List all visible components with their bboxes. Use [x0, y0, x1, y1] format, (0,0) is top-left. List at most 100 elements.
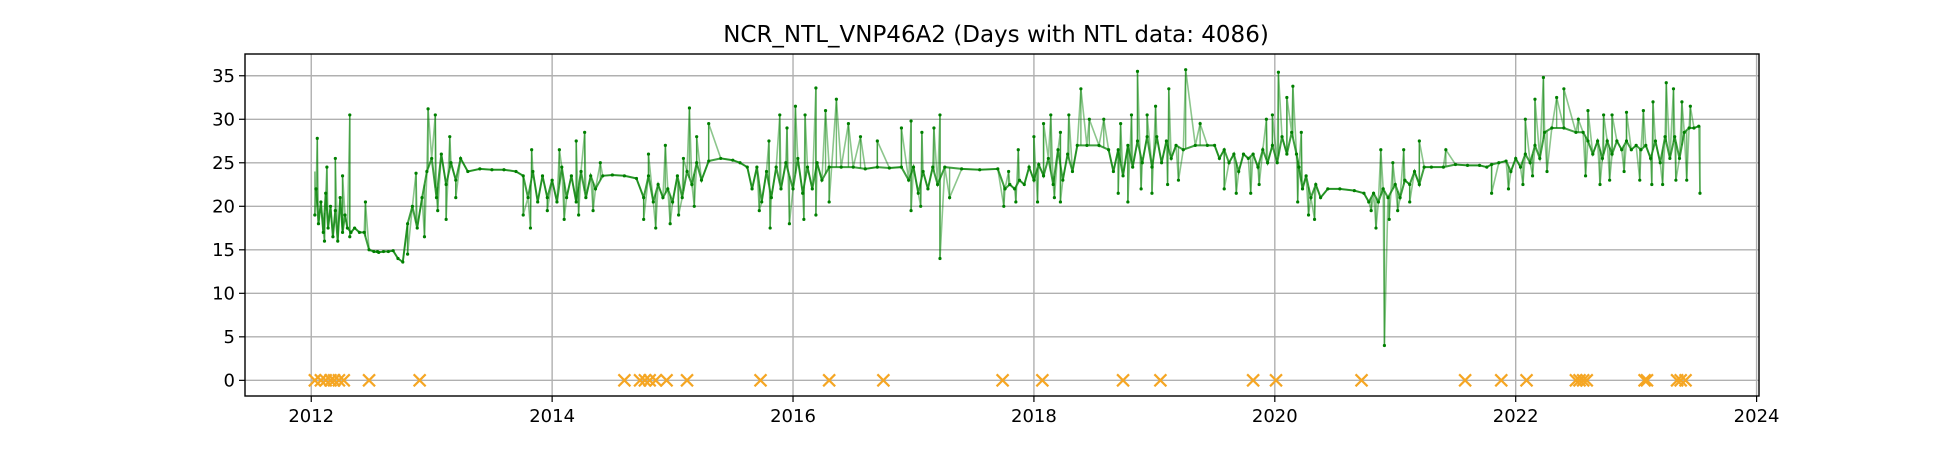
- ntl-point: [827, 200, 831, 204]
- x-axis: 2012 2014 2016 2018 2020 2022 2024: [288, 396, 1779, 427]
- ntl-point: [326, 226, 330, 230]
- ntl-point: [1641, 108, 1645, 113]
- ntl-point: [858, 135, 863, 139]
- missing-data-marker: [633, 373, 647, 388]
- ntl-point: [1538, 156, 1542, 161]
- ntl-point: [1306, 213, 1311, 217]
- chart-title: NCR_NTL_VNP46A2 (Days with NTL data: 408…: [723, 22, 1269, 48]
- ntl-point: [1222, 148, 1226, 152]
- ntl-point: [314, 187, 318, 191]
- ntl-point: [1362, 191, 1366, 195]
- ntl-point: [1586, 108, 1590, 113]
- ntl-point: [1651, 100, 1655, 104]
- ntl-point: [677, 213, 681, 217]
- ntl-point: [1270, 113, 1275, 117]
- ntl-point: [920, 130, 924, 134]
- ntl-point: [1591, 152, 1595, 156]
- ntl-point: [687, 106, 692, 110]
- ntl-point: [444, 217, 448, 221]
- ntl-point: [1490, 162, 1494, 167]
- missing-data-marker: [336, 373, 351, 388]
- ntl-point: [1193, 143, 1197, 147]
- ntl-point: [589, 174, 593, 178]
- ntl-point: [324, 191, 328, 195]
- ntl-point: [1166, 182, 1170, 187]
- ntl-point: [875, 165, 879, 169]
- ntl-point: [1051, 182, 1055, 187]
- missing-data-marker: [332, 373, 346, 388]
- ntl-point: [569, 174, 574, 178]
- ntl-point: [827, 165, 831, 169]
- ntl-point: [1237, 169, 1241, 174]
- missing-data-marker: [1153, 373, 1168, 388]
- ntl-point: [787, 222, 792, 226]
- ntl-point: [938, 113, 942, 117]
- ntl-point: [1016, 148, 1020, 152]
- y-tick-label: 5: [224, 327, 235, 348]
- missing-data-marker: [1494, 373, 1509, 388]
- ntl-point: [1049, 113, 1053, 117]
- ntl-point: [769, 195, 773, 200]
- ntl-point: [454, 195, 458, 200]
- ntl-point: [760, 200, 764, 204]
- ntl-point: [815, 161, 819, 165]
- ntl-point: [1153, 104, 1158, 108]
- ntl-point: [931, 165, 935, 169]
- ntl-point: [1545, 169, 1549, 174]
- ntl-point: [1379, 148, 1383, 152]
- ntl-point: [406, 252, 410, 256]
- ntl-point: [1658, 161, 1662, 165]
- ntl-point: [755, 165, 759, 169]
- ntl-point: [707, 122, 711, 126]
- ntl-point: [823, 108, 828, 113]
- ntl-point: [458, 156, 463, 161]
- ntl-point: [681, 156, 686, 161]
- ntl-point: [1314, 182, 1318, 187]
- ntl-point: [1041, 122, 1046, 126]
- y-tick-label: 0: [224, 370, 235, 391]
- ntl-point: [1664, 81, 1668, 85]
- ntl-point: [1523, 152, 1527, 156]
- ntl-point: [1241, 152, 1246, 156]
- ntl-point: [1550, 126, 1554, 130]
- ntl-point: [1270, 143, 1275, 147]
- ntl-point: [1644, 143, 1648, 147]
- ntl-point: [338, 195, 342, 200]
- ntl-point: [1291, 84, 1295, 88]
- ntl-point: [1131, 165, 1135, 169]
- ntl-point: [1661, 182, 1665, 187]
- ntl-point: [1610, 152, 1614, 156]
- ntl-point: [932, 126, 936, 130]
- ntl-point: [1290, 130, 1294, 134]
- ntl-point: [1374, 226, 1378, 230]
- ntl-point: [410, 204, 415, 208]
- ntl-point: [1167, 87, 1171, 91]
- ntl-point: [846, 122, 851, 126]
- ntl-point: [377, 250, 381, 255]
- x-tick-label: 2022: [1493, 406, 1539, 427]
- missing-data-marker: [1116, 373, 1130, 388]
- ntl-point: [1602, 113, 1606, 117]
- ntl-point: [1533, 143, 1537, 147]
- missing-data-marker: [1637, 373, 1652, 388]
- ntl-point: [793, 104, 798, 108]
- missing-data-marker: [1640, 373, 1654, 388]
- ntl-point: [1692, 126, 1696, 130]
- ntl-point: [1352, 189, 1356, 193]
- x-tick-label: 2012: [288, 406, 334, 427]
- ntl-point: [1312, 217, 1317, 221]
- ntl-point: [1205, 143, 1209, 147]
- ntl-point: [313, 213, 317, 217]
- missing-data-marker: [1579, 373, 1594, 388]
- ntl-point: [1682, 130, 1686, 134]
- ntl-point: [646, 174, 651, 178]
- ntl-point: [907, 178, 911, 182]
- ntl-point: [406, 222, 410, 226]
- ntl-point: [1391, 161, 1395, 165]
- ntl-point: [1265, 161, 1270, 165]
- ntl-point: [680, 195, 684, 200]
- ntl-point: [321, 230, 325, 234]
- y-tick-label: 30: [212, 109, 235, 130]
- ntl-point: [1523, 117, 1527, 121]
- missing-data-marker: [617, 373, 632, 388]
